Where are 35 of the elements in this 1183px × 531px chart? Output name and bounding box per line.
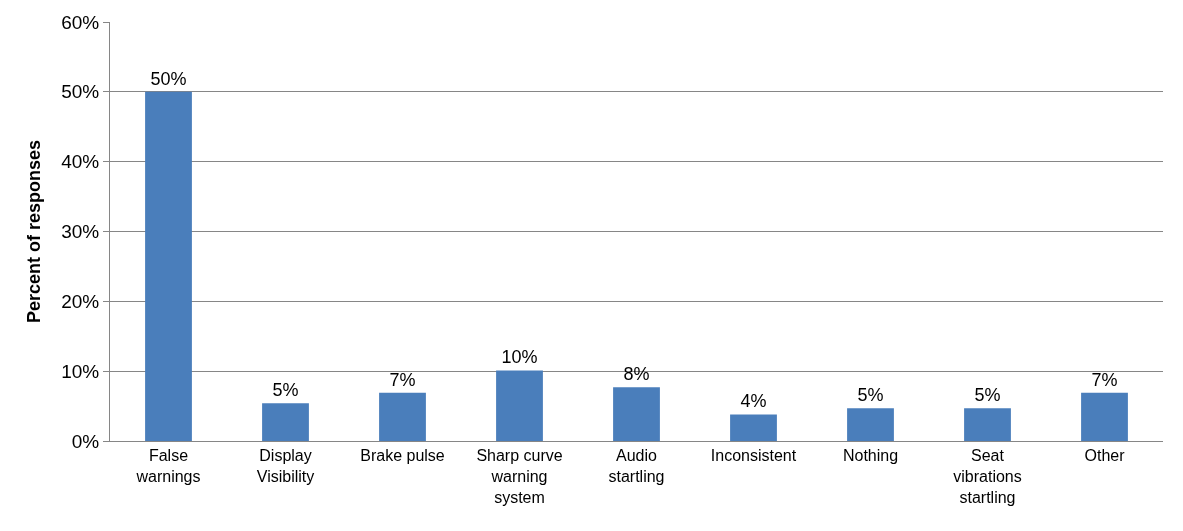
y-tick-label: 50% xyxy=(61,81,100,103)
bar xyxy=(496,370,543,441)
data-label: 7% xyxy=(389,369,416,390)
data-label: 5% xyxy=(272,380,299,401)
y-tick-label: 40% xyxy=(61,151,100,173)
y-tick-label: 10% xyxy=(61,360,100,382)
bar xyxy=(262,403,309,441)
bar xyxy=(847,408,894,441)
bar xyxy=(379,392,426,441)
bar xyxy=(145,91,192,441)
x-tick-label: Sharp curve warning system xyxy=(476,447,563,506)
y-axis-title: Percent of responses xyxy=(24,139,45,324)
y-tick-label: 0% xyxy=(71,430,100,452)
y-tick-label: 60% xyxy=(61,11,100,33)
x-tick-label: Nothing xyxy=(842,447,899,465)
bar xyxy=(1081,392,1128,441)
x-tick-label: Seat vibrations startling xyxy=(953,447,1022,506)
bar xyxy=(613,387,660,441)
data-label: 7% xyxy=(1091,369,1118,390)
x-tick-label: Brake pulse xyxy=(360,447,445,465)
y-tick-label: 20% xyxy=(61,290,100,312)
x-tick-label: Display Visibility xyxy=(256,447,315,485)
x-tick-label: Audio startling xyxy=(608,447,665,485)
x-tick-label: Inconsistent xyxy=(710,447,797,465)
x-tick-label: Other xyxy=(1084,447,1126,465)
x-tick-label: False warnings xyxy=(135,447,201,485)
data-label: 10% xyxy=(501,347,538,368)
data-label: 50% xyxy=(150,68,187,89)
data-label: 5% xyxy=(857,385,884,406)
data-label: 5% xyxy=(974,385,1001,406)
bar xyxy=(964,408,1011,441)
data-label: 4% xyxy=(740,391,767,412)
data-label: 8% xyxy=(623,364,650,385)
y-tick-label: 30% xyxy=(61,221,100,243)
bar xyxy=(730,414,777,441)
